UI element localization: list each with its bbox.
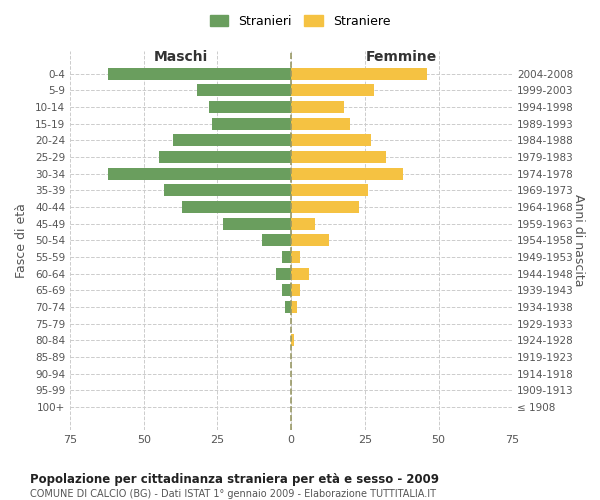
- Bar: [291, 218, 315, 230]
- Text: Femmine: Femmine: [366, 50, 437, 64]
- Bar: [223, 218, 291, 230]
- Bar: [291, 334, 294, 346]
- Bar: [277, 268, 291, 280]
- Y-axis label: Fasce di età: Fasce di età: [15, 203, 28, 278]
- Bar: [262, 234, 291, 246]
- Bar: [291, 134, 371, 146]
- Text: COMUNE DI CALCIO (BG) - Dati ISTAT 1° gennaio 2009 - Elaborazione TUTTITALIA.IT: COMUNE DI CALCIO (BG) - Dati ISTAT 1° ge…: [30, 489, 436, 499]
- Bar: [291, 234, 329, 246]
- Bar: [158, 151, 291, 163]
- Bar: [285, 301, 291, 313]
- Bar: [291, 268, 309, 280]
- Bar: [291, 168, 403, 179]
- Bar: [291, 118, 350, 130]
- Bar: [291, 101, 344, 113]
- Bar: [109, 68, 291, 80]
- Bar: [291, 201, 359, 213]
- Bar: [212, 118, 291, 130]
- Bar: [291, 68, 427, 80]
- Bar: [197, 84, 291, 96]
- Legend: Stranieri, Straniere: Stranieri, Straniere: [206, 11, 394, 32]
- Bar: [283, 251, 291, 263]
- Bar: [109, 168, 291, 179]
- Bar: [291, 301, 297, 313]
- Bar: [182, 201, 291, 213]
- Bar: [164, 184, 291, 196]
- Bar: [291, 151, 386, 163]
- Bar: [173, 134, 291, 146]
- Text: Maschi: Maschi: [154, 50, 208, 64]
- Bar: [291, 184, 368, 196]
- Y-axis label: Anni di nascita: Anni di nascita: [572, 194, 585, 286]
- Bar: [209, 101, 291, 113]
- Bar: [291, 284, 300, 296]
- Bar: [291, 84, 374, 96]
- Text: Popolazione per cittadinanza straniera per età e sesso - 2009: Popolazione per cittadinanza straniera p…: [30, 472, 439, 486]
- Bar: [291, 251, 300, 263]
- Bar: [283, 284, 291, 296]
